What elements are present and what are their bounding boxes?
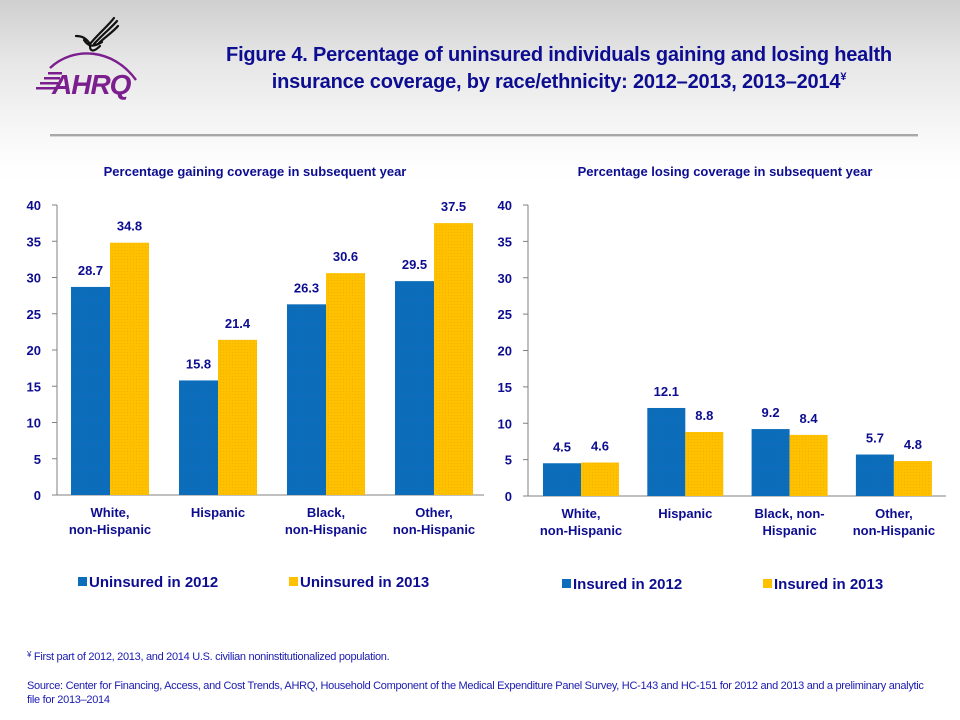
bar — [855, 454, 894, 496]
bar — [893, 461, 932, 496]
logo-arc — [49, 52, 137, 81]
figure-title: Figure 4. Percentage of uninsured indivi… — [200, 44, 918, 93]
hhs-eagle-icon — [74, 16, 120, 52]
bar — [647, 407, 686, 496]
data-label: 34.8 — [117, 219, 142, 234]
figure-title-line2: insurance coverage, by race/ethnicity: 2… — [200, 66, 918, 93]
data-label: 5.7 — [866, 431, 884, 446]
x-tick-label: Hispanic — [191, 505, 245, 520]
figure-title-line1: Figure 4. Percentage of uninsured indivi… — [226, 44, 892, 66]
x-tick-label: non-Hispanic — [540, 523, 622, 538]
data-label: 9.2 — [762, 405, 780, 420]
y-tick-label: 15 — [498, 380, 512, 395]
x-tick-label: Hispanic — [658, 506, 712, 521]
left-chart: 0 5 10 15 20 25 30 35 40 28.7 34.8 White, non-Hispan… — [27, 198, 484, 591]
logo-text: AHRQ — [51, 69, 132, 100]
bar — [395, 281, 434, 495]
title-footnote-marker: ¥ — [840, 71, 847, 83]
y-tick-label: 20 — [27, 343, 41, 358]
x-tick-label: Other, — [875, 506, 913, 521]
y-tick-label: 5 — [505, 453, 512, 468]
bar — [110, 242, 149, 495]
footnote-text: First part of 2012, 2013, and 2014 U.S. … — [31, 651, 390, 663]
y-tick-label: 5 — [34, 452, 41, 467]
bar — [789, 434, 828, 496]
x-tick-label: Hispanic — [763, 523, 817, 538]
data-label: 4.5 — [553, 439, 571, 454]
data-label: 30.6 — [333, 249, 358, 264]
legend-label: Uninsured in 2013 — [300, 574, 429, 591]
y-tick-label: 40 — [498, 198, 512, 213]
data-label: 15.8 — [186, 356, 211, 371]
data-label: 8.4 — [800, 411, 819, 426]
x-tick-label: White, — [562, 506, 601, 521]
y-tick-label: 10 — [27, 416, 41, 431]
left-chart-title: Percentage gaining coverage in subsequen… — [103, 164, 407, 179]
x-tick-label: White, — [91, 505, 130, 520]
x-tick-label: non-Hispanic — [393, 522, 475, 537]
bar — [218, 339, 257, 495]
bar — [434, 223, 473, 495]
y-tick-label: 30 — [498, 271, 512, 286]
x-tick-label: Other, — [415, 505, 453, 520]
ahrq-logo: AHRQ — [36, 16, 137, 100]
title-divider — [50, 134, 918, 137]
y-tick-label: 35 — [27, 234, 41, 249]
y-tick-label: 10 — [498, 416, 512, 431]
legend-label: Insured in 2013 — [774, 576, 883, 593]
bar — [543, 463, 581, 496]
data-label: 28.7 — [78, 263, 103, 278]
right-chart-title: Percentage losing coverage in subsequent… — [577, 164, 873, 179]
y-tick-label: 30 — [27, 271, 41, 286]
data-label: 37.5 — [441, 199, 466, 214]
bar — [287, 304, 326, 495]
legend-swatch — [289, 577, 298, 586]
bar — [751, 429, 790, 496]
data-label: 12.1 — [654, 384, 679, 399]
y-tick-label: 20 — [498, 344, 512, 359]
y-tick-label: 0 — [505, 489, 512, 504]
data-label: 29.5 — [402, 257, 427, 272]
data-label: 4.8 — [904, 437, 922, 452]
y-tick-label: 35 — [498, 234, 512, 249]
y-tick-label: 15 — [27, 379, 41, 394]
data-label: 21.4 — [225, 316, 251, 331]
bar — [581, 462, 619, 496]
x-tick-label: non-Hispanic — [69, 522, 151, 537]
bar — [685, 431, 724, 496]
x-tick-label: Black, non- — [755, 506, 825, 521]
x-tick-label: non-Hispanic — [853, 523, 935, 538]
legend-swatch — [763, 579, 772, 588]
figure-title-line2-text: insurance coverage, by race/ethnicity: 2… — [271, 71, 841, 93]
footnote-marker: ¥ — [27, 650, 32, 659]
bar — [179, 380, 218, 495]
data-label: 8.8 — [695, 408, 713, 423]
logo-speed-lines — [36, 72, 62, 90]
legend-label: Insured in 2012 — [573, 576, 682, 593]
y-tick-label: 25 — [27, 307, 41, 322]
footnote: ¥ First part of 2012, 2013, and 2014 U.S… — [27, 650, 390, 663]
y-tick-label: 0 — [34, 488, 41, 503]
x-tick-label: non-Hispanic — [285, 522, 367, 537]
bar — [71, 286, 110, 495]
y-tick-label: 40 — [27, 198, 41, 213]
right-chart: 0 5 10 15 20 25 30 35 40 4.5 4.6 White, non-Hispanic… — [498, 198, 946, 593]
data-label: 4.6 — [591, 439, 609, 454]
source-note: Source: Center for Financing, Access, an… — [27, 680, 924, 706]
data-label: 26.3 — [294, 280, 319, 295]
legend-label: Uninsured in 2012 — [89, 574, 218, 591]
bar — [326, 273, 365, 495]
x-tick-label: Black, — [307, 505, 345, 520]
legend-swatch — [562, 579, 571, 588]
y-tick-label: 25 — [498, 307, 512, 322]
legend-swatch — [78, 577, 87, 586]
